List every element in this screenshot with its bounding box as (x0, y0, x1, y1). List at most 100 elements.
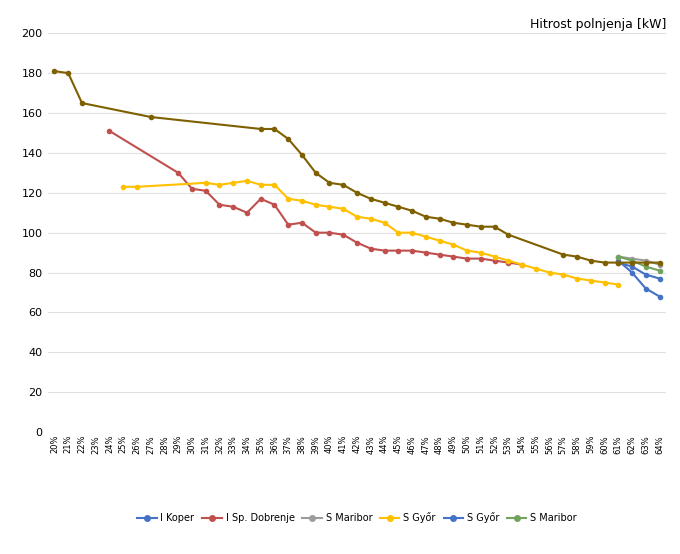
S Maribor2 (394, 203, 403, 210)
I Sp. Dobrenje (202, 187, 210, 194)
I Sp. Dobrenje (298, 219, 306, 226)
S Győr (614, 281, 622, 288)
I Sp. Dobrenje (311, 229, 320, 236)
I Sp. Dobrenje (339, 232, 347, 238)
Line: I Sp. Dobrenje: I Sp. Dobrenje (107, 129, 524, 266)
I Sp. Dobrenje (380, 247, 388, 254)
S Maribor2 (504, 232, 512, 238)
S Maribor2 (353, 189, 361, 196)
I Sp. Dobrenje (174, 170, 182, 176)
S Győr (216, 182, 224, 188)
S Maribor2 (435, 216, 443, 222)
Line: S Maribor: S Maribor (616, 254, 662, 266)
S Győr (119, 183, 127, 190)
S Maribor2 (628, 259, 636, 266)
S Maribor (656, 261, 664, 268)
S Győr (243, 177, 251, 184)
S Maribor2 (367, 196, 375, 202)
I Sp. Dobrenje (518, 261, 526, 268)
I Sp. Dobrenje (504, 259, 512, 266)
S Maribor2 (477, 223, 485, 230)
I Sp. Dobrenje (394, 247, 403, 254)
S Maribor2 (490, 223, 498, 230)
S Maribor2 (78, 100, 86, 106)
I Sp. Dobrenje (367, 245, 375, 252)
S Győr (545, 269, 554, 276)
Text: Hitrost polnjenja [kW]: Hitrost polnjenja [kW] (530, 18, 666, 30)
S Győr (394, 229, 403, 236)
S Maribor2 (449, 219, 458, 226)
S Maribor2 (339, 182, 347, 188)
I Koper (642, 285, 650, 292)
I Koper (628, 269, 636, 276)
S Maribor2 (311, 170, 320, 176)
S Maribor (614, 253, 622, 260)
S Maribor2 (326, 179, 334, 186)
S Győr (353, 213, 361, 220)
Line: S Győr: S Győr (616, 260, 662, 281)
S Maribor (614, 253, 622, 260)
Line: I Koper: I Koper (616, 259, 662, 299)
I Sp. Dobrenje (105, 127, 114, 134)
S Maribor2 (463, 222, 471, 228)
S Maribor2 (422, 213, 430, 220)
S Maribor2 (614, 259, 622, 266)
I Koper (614, 257, 622, 264)
I Sp. Dobrenje (271, 202, 279, 208)
S Maribor2 (573, 253, 581, 260)
S Győr (656, 275, 664, 282)
S Győr (271, 182, 279, 188)
I Sp. Dobrenje (449, 253, 458, 260)
I Koper (656, 293, 664, 300)
I Sp. Dobrenje (256, 196, 265, 202)
S Győr (339, 206, 347, 212)
S Győr (326, 203, 334, 210)
I Sp. Dobrenje (326, 229, 334, 236)
S Maribor2 (408, 207, 416, 214)
S Maribor2 (147, 114, 155, 120)
S Győr (559, 271, 567, 278)
S Győr (642, 271, 650, 278)
I Sp. Dobrenje (490, 257, 498, 264)
S Maribor2 (271, 126, 279, 132)
Line: S Győr: S Győr (121, 179, 620, 286)
S Győr (435, 237, 443, 244)
I Sp. Dobrenje (435, 252, 443, 258)
I Sp. Dobrenje (477, 255, 485, 262)
S Győr (477, 249, 485, 256)
S Győr (422, 233, 430, 240)
S Maribor2 (587, 257, 595, 264)
Legend: I Koper, I Sp. Dobrenje, S Maribor, S Győr, S Győr, S Maribor: I Koper, I Sp. Dobrenje, S Maribor, S Gy… (133, 508, 581, 527)
I Sp. Dobrenje (188, 186, 196, 192)
S Győr (600, 279, 609, 286)
S Maribor2 (298, 152, 306, 158)
I Sp. Dobrenje (229, 203, 237, 210)
S Győr (573, 275, 581, 282)
S Maribor2 (64, 70, 72, 76)
S Győr (367, 216, 375, 222)
S Győr (298, 197, 306, 204)
S Győr (504, 257, 512, 264)
Line: S Maribor2: S Maribor2 (52, 69, 662, 265)
S Maribor2 (600, 259, 609, 266)
I Sp. Dobrenje (463, 255, 471, 262)
S Maribor (642, 263, 650, 270)
S Maribor2 (256, 126, 265, 132)
S Győr (202, 179, 210, 186)
S Győr (133, 183, 141, 190)
S Győr (587, 277, 595, 284)
S Maribor (656, 267, 664, 274)
I Sp. Dobrenje (422, 249, 430, 256)
S Győr (518, 261, 526, 268)
I Sp. Dobrenje (216, 202, 224, 208)
I Sp. Dobrenje (353, 239, 361, 246)
Line: S Maribor: S Maribor (616, 254, 662, 273)
S Maribor (628, 255, 636, 262)
S Győr (628, 263, 636, 270)
S Maribor2 (642, 259, 650, 266)
S Maribor (642, 257, 650, 264)
S Maribor2 (50, 68, 58, 74)
S Győr (490, 253, 498, 260)
I Sp. Dobrenje (284, 222, 292, 228)
S Győr (256, 182, 265, 188)
